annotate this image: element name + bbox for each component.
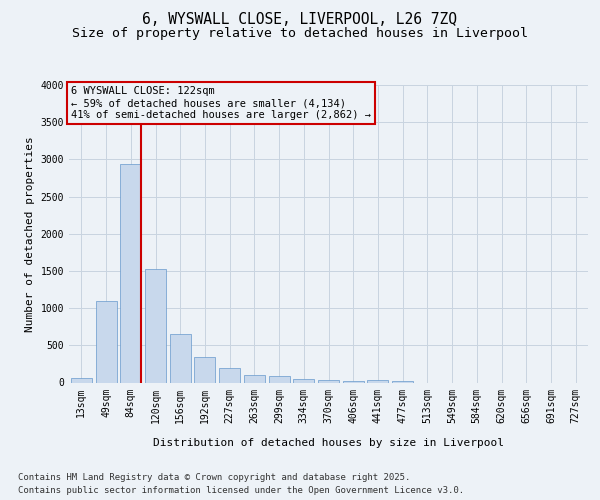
Bar <box>269 376 290 382</box>
Bar <box>293 379 314 382</box>
Bar <box>244 376 265 382</box>
Bar <box>170 334 191 382</box>
Text: Distribution of detached houses by size in Liverpool: Distribution of detached houses by size … <box>154 438 504 448</box>
Bar <box>219 368 240 382</box>
Text: Size of property relative to detached houses in Liverpool: Size of property relative to detached ho… <box>72 28 528 40</box>
Bar <box>194 357 215 382</box>
Text: Contains public sector information licensed under the Open Government Licence v3: Contains public sector information licen… <box>18 486 464 495</box>
Y-axis label: Number of detached properties: Number of detached properties <box>25 136 35 332</box>
Text: 6 WYSWALL CLOSE: 122sqm
← 59% of detached houses are smaller (4,134)
41% of semi: 6 WYSWALL CLOSE: 122sqm ← 59% of detache… <box>71 86 371 120</box>
Bar <box>318 380 339 382</box>
Bar <box>367 380 388 382</box>
Text: Contains HM Land Registry data © Crown copyright and database right 2025.: Contains HM Land Registry data © Crown c… <box>18 472 410 482</box>
Text: 6, WYSWALL CLOSE, LIVERPOOL, L26 7ZQ: 6, WYSWALL CLOSE, LIVERPOOL, L26 7ZQ <box>143 12 458 28</box>
Bar <box>120 164 141 382</box>
Bar <box>145 268 166 382</box>
Bar <box>343 380 364 382</box>
Bar <box>71 378 92 382</box>
Bar <box>95 300 116 382</box>
